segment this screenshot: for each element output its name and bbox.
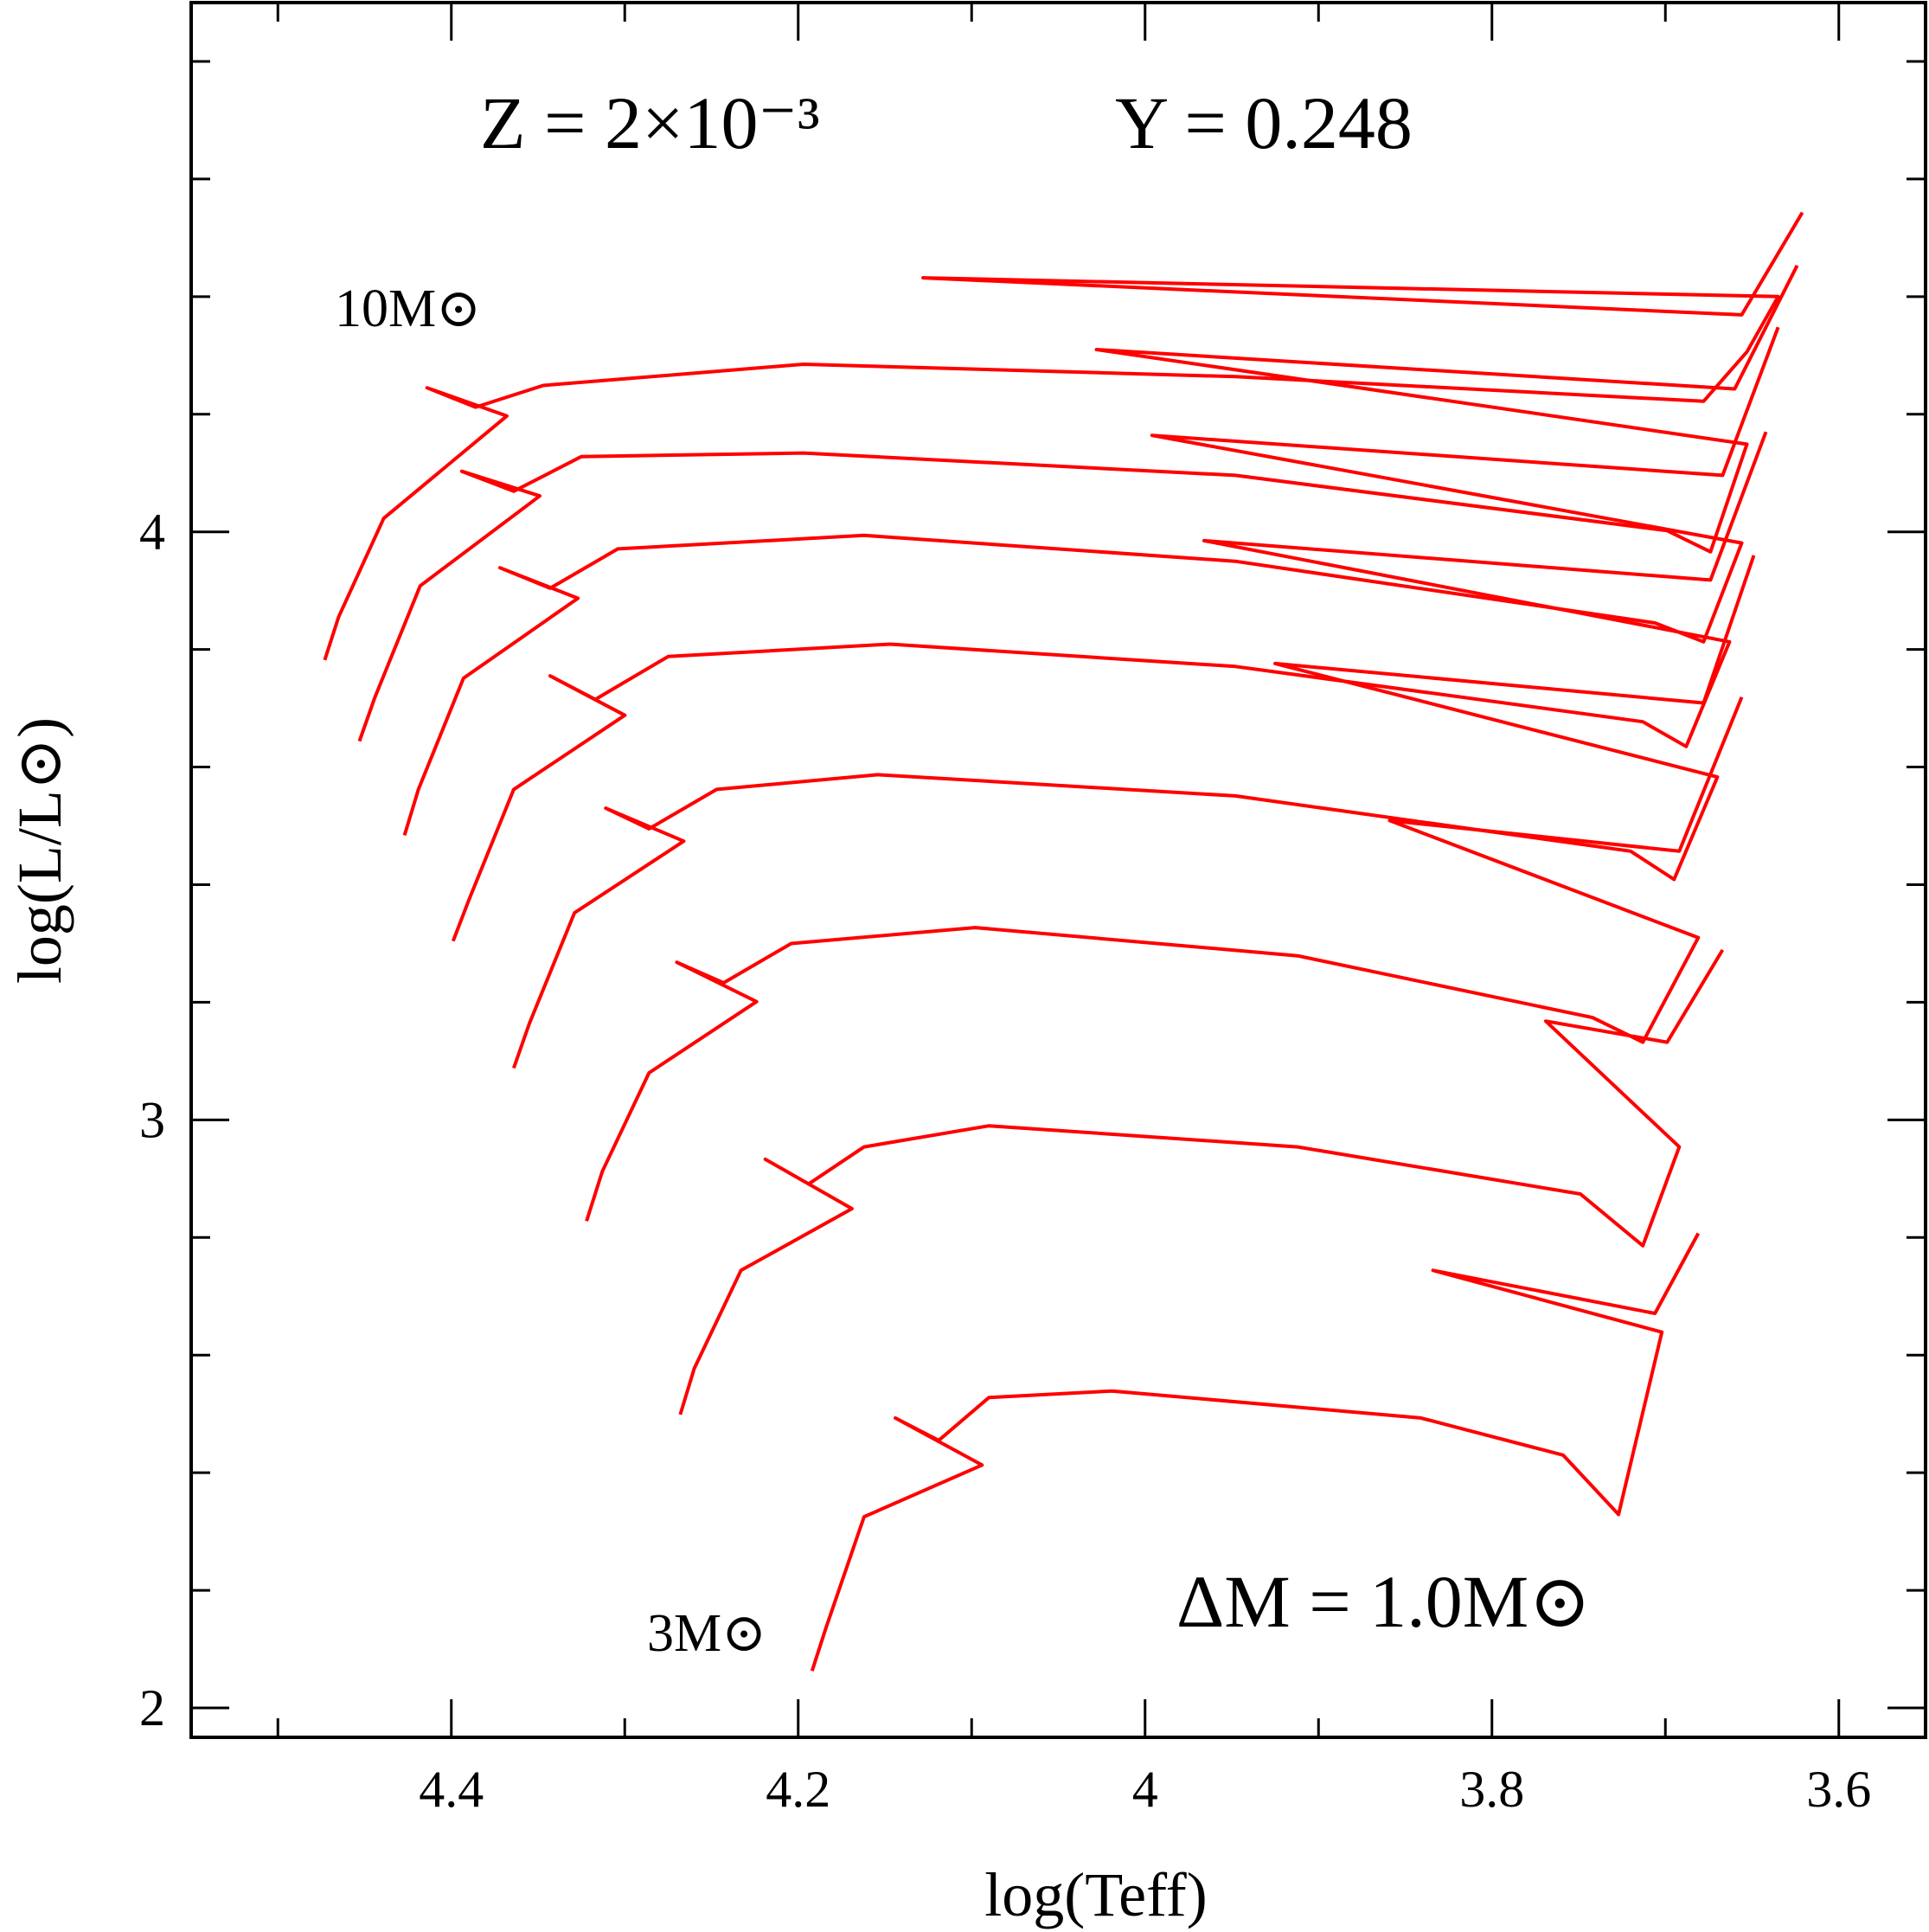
y-tick-label: 4 — [139, 504, 165, 561]
mass-label: 10M⊙ — [335, 279, 481, 338]
y-tick-label: 2 — [139, 1679, 165, 1736]
x-tick-label: 4.4 — [419, 1761, 484, 1818]
track — [451, 431, 1768, 942]
track — [810, 1232, 1701, 1672]
track — [678, 948, 1725, 1415]
x-tick-label: 4 — [1132, 1761, 1158, 1818]
x-tick-label: 3.8 — [1459, 1761, 1524, 1818]
plot-frame — [189, 1, 1927, 1739]
x-tick-label: 4.2 — [766, 1761, 830, 1818]
track — [585, 696, 1744, 1222]
mass-label: 3M⊙ — [647, 1604, 766, 1663]
x-tick-label: 3.6 — [1806, 1761, 1871, 1818]
y-axis-label: log(L/L⊙) — [5, 717, 74, 984]
annotation: Y = 0.248 — [1115, 81, 1413, 164]
x-axis-label: log(Teff) — [984, 1860, 1208, 1929]
annotation: Z = 2×10⁻³ — [480, 81, 820, 164]
track — [357, 264, 1799, 742]
track — [402, 326, 1780, 836]
track — [323, 211, 1804, 661]
track — [512, 555, 1756, 1069]
y-tick-label: 3 — [139, 1091, 165, 1148]
annotation: ΔM = 1.0M⊙ — [1176, 1560, 1591, 1643]
